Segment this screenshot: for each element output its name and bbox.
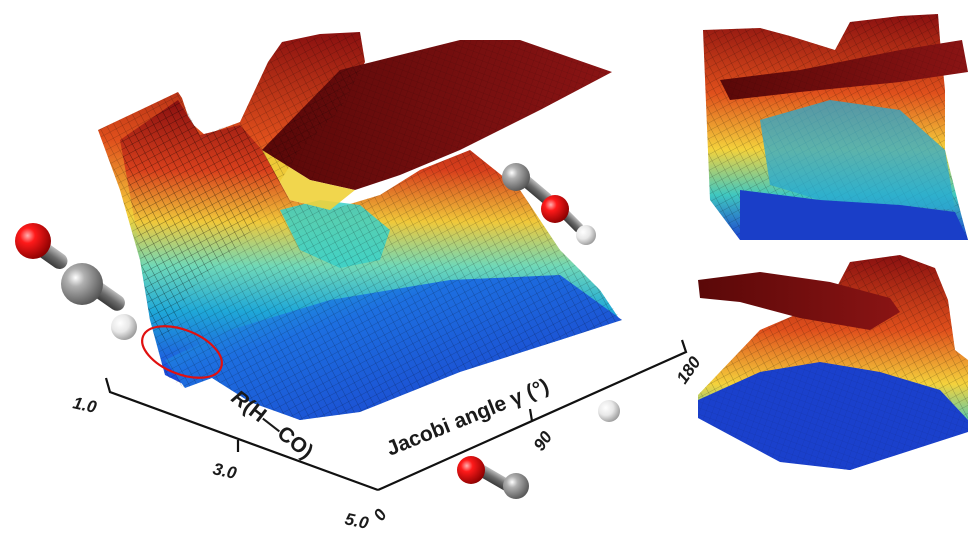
molecule-hco-left [15,223,137,340]
hydrogen-atom [111,314,137,340]
gamma-axis-tick-90 [528,408,534,422]
carbon-atom [61,263,103,305]
oxygen-atom [541,195,569,223]
carbon-atom [503,473,529,499]
molecule-oc-bottom [457,400,620,499]
oxygen-atom [15,223,51,259]
gamma-tick-90: 90 [530,427,557,454]
surface-view-bottom-right [698,255,968,470]
r-tick-1: 1.0 [71,393,99,417]
molecule-hoc-right [502,163,596,245]
main-energy-surface [98,32,622,420]
hydrogen-atom [598,400,620,422]
oxygen-atom [457,456,485,484]
gamma-axis-line [377,339,688,492]
surface-view-top-right [703,14,968,240]
hydrogen-atom [576,225,596,245]
axes [104,339,688,492]
r-tick-5: 5.0 [343,509,371,529]
minimum-highlight-ellipse [141,325,223,379]
r-tick-3: 3.0 [211,459,239,483]
carbon-atom [502,163,530,191]
gamma-tick-0: 0 [370,505,391,524]
r-axis-line [104,377,379,492]
gamma-tick-180: 180 [673,353,705,388]
